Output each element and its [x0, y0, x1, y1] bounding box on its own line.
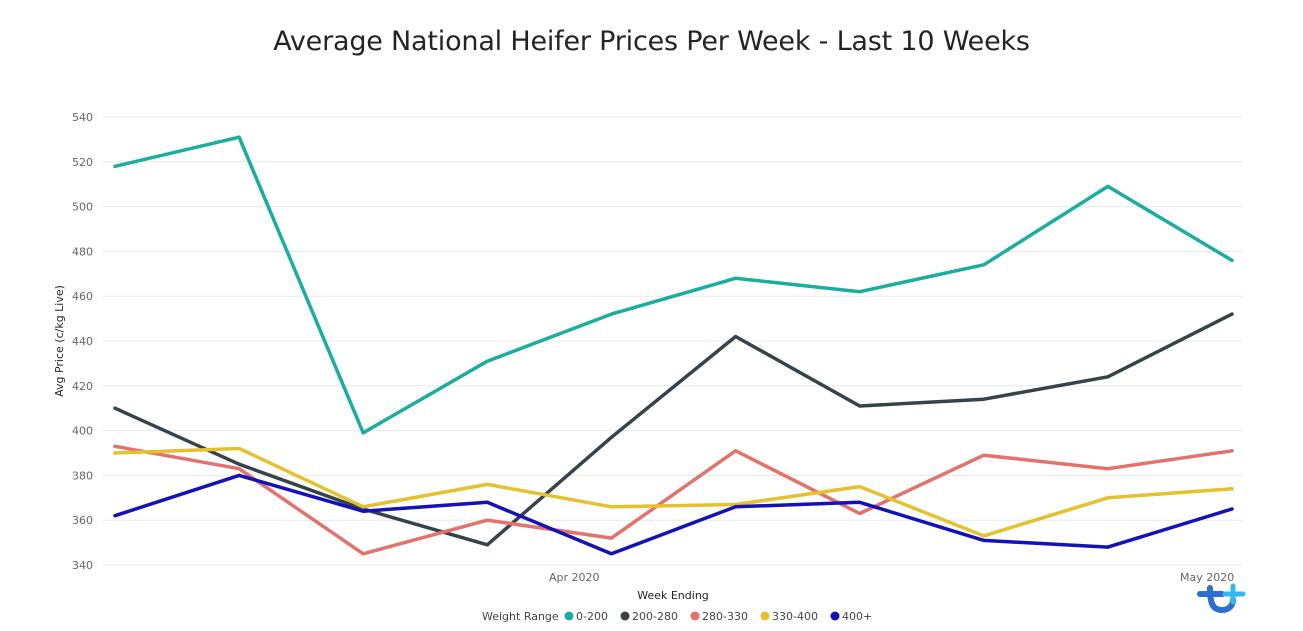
- data-point[interactable]: [237, 446, 241, 451]
- data-point[interactable]: [1230, 487, 1234, 491]
- data-point[interactable]: [858, 404, 862, 408]
- data-point[interactable]: [1106, 467, 1110, 471]
- data-point[interactable]: [733, 276, 738, 280]
- legend-title: Weight Range: [482, 610, 559, 623]
- data-point[interactable]: [113, 444, 117, 448]
- data-point[interactable]: [113, 406, 117, 410]
- y-tick-label: 400: [72, 425, 93, 438]
- legend-marker[interactable]: [620, 611, 630, 621]
- data-point[interactable]: [1230, 507, 1234, 511]
- gridlines: [103, 116, 1243, 566]
- legend-marker[interactable]: [760, 611, 770, 621]
- y-tick-label: 460: [72, 290, 93, 303]
- data-point[interactable]: [1230, 449, 1234, 453]
- data-point[interactable]: [733, 505, 738, 509]
- data-point[interactable]: [609, 536, 614, 540]
- y-tick-label: 420: [72, 380, 93, 393]
- x-tick-label: May 2020: [1180, 571, 1234, 584]
- data-point[interactable]: [237, 467, 241, 471]
- y-tick-label: 480: [72, 245, 93, 258]
- legend-item-280-330[interactable]: 280-330: [702, 610, 748, 623]
- data-point[interactable]: [1106, 545, 1110, 549]
- y-axis-ticks: 340 360 380 400 420 440 460 480 500 520 540: [72, 111, 93, 572]
- data-point[interactable]: [858, 290, 862, 294]
- y-tick-label: 500: [72, 201, 93, 214]
- y-axis-title: Avg Price (c/kg Live): [53, 285, 66, 397]
- series-line-280-330[interactable]: [113, 444, 1234, 556]
- data-point[interactable]: [485, 543, 489, 547]
- data-point[interactable]: [609, 505, 614, 509]
- legend-marker[interactable]: [564, 611, 574, 621]
- data-point[interactable]: [113, 514, 117, 518]
- x-axis-title: Week Ending: [637, 589, 709, 602]
- data-point[interactable]: [237, 473, 241, 477]
- data-point[interactable]: [982, 263, 986, 267]
- data-point[interactable]: [237, 135, 241, 139]
- data-point[interactable]: [609, 435, 614, 439]
- data-point[interactable]: [113, 164, 117, 168]
- data-point[interactable]: [858, 511, 862, 516]
- data-point[interactable]: [361, 509, 365, 513]
- data-point[interactable]: [982, 453, 986, 457]
- data-point[interactable]: [1230, 258, 1234, 262]
- legend-item-200-280[interactable]: 200-280: [632, 610, 678, 623]
- series-lines: [113, 135, 1234, 556]
- legend-item-400+[interactable]: 400+: [842, 610, 872, 623]
- chart-title: Average National Heifer Prices Per Week …: [273, 26, 1030, 57]
- legend-marker[interactable]: [830, 611, 840, 621]
- y-tick-label: 440: [72, 335, 93, 348]
- y-tick-label: 540: [72, 111, 93, 124]
- data-point[interactable]: [1106, 184, 1110, 189]
- data-point[interactable]: [982, 538, 986, 542]
- data-point[interactable]: [1106, 496, 1110, 500]
- data-point[interactable]: [1106, 375, 1110, 379]
- y-tick-label: 520: [72, 156, 93, 169]
- data-point[interactable]: [361, 552, 365, 556]
- brand-logo: [1197, 583, 1246, 614]
- data-point[interactable]: [237, 462, 241, 466]
- data-point[interactable]: [1230, 312, 1234, 316]
- data-point[interactable]: [485, 359, 489, 363]
- legend[interactable]: Weight Range 0-200 200-280 280-330 330-400 40…: [482, 610, 872, 623]
- data-point[interactable]: [361, 505, 365, 509]
- data-point[interactable]: [982, 397, 986, 401]
- y-tick-label: 360: [72, 514, 93, 527]
- data-point[interactable]: [858, 485, 862, 489]
- legend-marker[interactable]: [690, 611, 700, 621]
- x-tick-label: Apr 2020: [549, 571, 600, 584]
- data-point[interactable]: [485, 518, 489, 522]
- data-point[interactable]: [982, 534, 986, 538]
- data-point[interactable]: [485, 500, 489, 504]
- data-point[interactable]: [485, 482, 489, 486]
- data-point[interactable]: [733, 334, 738, 339]
- y-tick-label: 380: [72, 469, 93, 482]
- series-line-200-280[interactable]: [113, 312, 1234, 547]
- series-line-0-200[interactable]: [113, 135, 1234, 435]
- y-tick-label: 340: [72, 559, 93, 572]
- series-line-400+[interactable]: [113, 473, 1234, 556]
- data-point[interactable]: [113, 451, 117, 455]
- legend-item-0-200[interactable]: 0-200: [576, 610, 608, 623]
- x-axis-ticks: Apr 2020 May 2020: [549, 571, 1234, 584]
- data-point[interactable]: [609, 312, 614, 316]
- data-point[interactable]: [733, 449, 738, 453]
- legend-item-330-400[interactable]: 330-400: [772, 610, 818, 623]
- series-line-330-400[interactable]: [113, 446, 1234, 538]
- data-point[interactable]: [361, 431, 365, 435]
- data-point[interactable]: [609, 552, 614, 556]
- data-point[interactable]: [858, 500, 862, 504]
